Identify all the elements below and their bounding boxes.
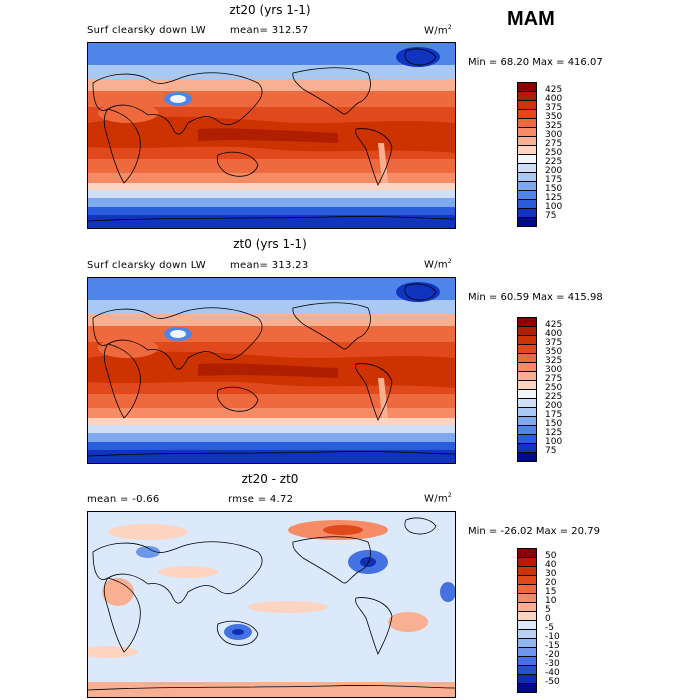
panel-3-colorbar-labels: 50 40 30 20 15 10 5 0 -5 -10 -15 -20 -30 -40 -50 [545,548,585,692]
panel-1-colorbar-labels: 425 400 375 350 325 300 275 250 225 200 175 150 125 1… [545,82,585,226]
panel-2-variable: Surf clearsky down LW [87,260,206,271]
colorbar-tick-label: 125 [545,193,563,203]
panel-2-colorbar [517,317,537,462]
colorbar-tick-label: 350 [545,347,563,357]
panel-1-mean: mean= 312.57 [230,25,309,36]
colorbar-tick-label: 50 [545,551,557,561]
colorbar-tick-label: 400 [545,94,563,104]
panel-3-units: W/m2 [424,492,453,505]
colorbar-tick-label: 30 [545,569,557,579]
colorbar-tick-label: -5 [545,623,554,633]
colorbar-tick-label: -30 [545,659,560,669]
colorbar-tick-label: 250 [545,148,563,158]
panel-1-variable: Surf clearsky down LW [87,25,206,36]
panel-3-minmax: Min = -26.02 Max = 20.79 [468,526,600,537]
colorbar-tick-label: 150 [545,184,563,194]
colorbar-tick-label: -15 [545,641,560,651]
colorbar-tick-label: 200 [545,401,563,411]
panel-1-units: W/m2 [424,24,453,37]
colorbar-tick-label: 0 [545,614,551,624]
colorbar-tick-label: 275 [545,374,563,384]
colorbar-tick-label: 300 [545,130,563,140]
colorbar-tick-label: 175 [545,410,563,420]
colorbar-swatch [517,452,537,462]
colorbar-tick-label: -10 [545,632,560,642]
colorbar-tick-label: 225 [545,392,563,402]
colorbar-tick-label: 300 [545,365,563,375]
colorbar-tick-label: 75 [545,211,557,221]
panel-2-units: W/m2 [424,258,453,271]
colorbar-tick-label: 325 [545,356,563,366]
colorbar-tick-label: 175 [545,175,563,185]
colorbar-tick-label: 350 [545,112,563,122]
colorbar-tick-label: 200 [545,166,563,176]
panel-2-title: zt0 (yrs 1-1) [233,237,307,251]
panel-1-minmax: Min = 68.20 Max = 416.07 [468,57,603,68]
panel-3-map [87,511,456,698]
colorbar-tick-label: 425 [545,85,563,95]
colorbar-tick-label: 225 [545,157,563,167]
colorbar-tick-label: 150 [545,419,563,429]
panel-3-colorbar [517,548,537,693]
colorbar-tick-label: 5 [545,605,551,615]
panel-1-map-svg [88,43,455,228]
colorbar-swatch [517,217,537,227]
colorbar-tick-label: 75 [545,446,557,456]
panel-2-colorbar-labels: 425 400 375 350 325 300 275 250 225 200 175 150 125 1… [545,317,585,461]
colorbar-tick-label: 100 [545,202,563,212]
colorbar-tick-label: 275 [545,139,563,149]
panel-3-mean: mean = -0.66 [87,494,160,505]
panel-2-map [87,277,456,464]
season-label: MAM [507,8,555,30]
colorbar-tick-label: 20 [545,578,557,588]
colorbar-swatch [517,683,537,693]
colorbar-tick-label: 375 [545,103,563,113]
panel-3-title: zt20 - zt0 [241,472,299,486]
colorbar-tick-label: 375 [545,338,563,348]
colorbar-tick-label: 40 [545,560,557,570]
panel-3-rmse: rmse = 4.72 [228,494,294,505]
colorbar-tick-label: 15 [545,587,557,597]
panel-2-map-svg [88,278,455,463]
panel-1-map [87,42,456,229]
panel-1-colorbar [517,82,537,227]
colorbar-tick-label: 100 [545,437,563,447]
colorbar-tick-label: -20 [545,650,560,660]
colorbar-tick-label: 250 [545,383,563,393]
panel-2-mean: mean= 313.23 [230,260,309,271]
colorbar-tick-label: 400 [545,329,563,339]
panel-2-minmax: Min = 60.59 Max = 415.98 [468,292,603,303]
colorbar-tick-label: 425 [545,320,563,330]
panel-1-title: zt20 (yrs 1-1) [229,3,311,17]
colorbar-tick-label: 125 [545,428,563,438]
panel-3-map-svg [88,512,455,697]
colorbar-tick-label: -50 [545,677,560,687]
colorbar-tick-label: 10 [545,596,557,606]
colorbar-tick-label: 325 [545,121,563,131]
colorbar-tick-label: -40 [545,668,560,678]
